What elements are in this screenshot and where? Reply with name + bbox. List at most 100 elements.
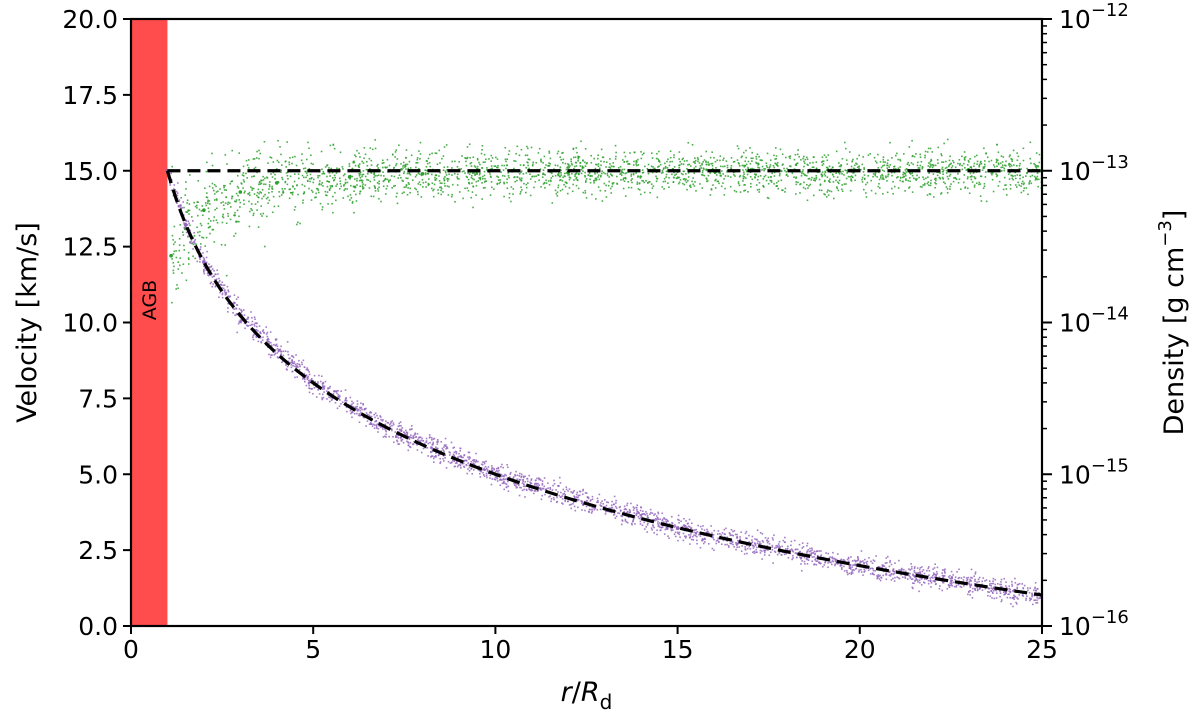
series-0-cloud-point bbox=[456, 173, 459, 176]
series-1-cloud-point bbox=[860, 550, 863, 552]
series-0-cloud-point bbox=[942, 161, 945, 164]
series-0-cloud-point bbox=[437, 192, 440, 195]
series-1-cloud-point bbox=[322, 396, 325, 399]
series-1-cloud-point bbox=[913, 571, 916, 574]
series-0-cloud-point bbox=[542, 183, 545, 185]
series-1-cloud-point bbox=[736, 542, 739, 545]
series-1-cloud-point bbox=[354, 409, 357, 412]
series-0-cloud-point bbox=[855, 162, 857, 165]
series-0-cloud-point bbox=[694, 157, 696, 159]
series-1-cloud-point bbox=[930, 582, 933, 584]
series-0-cloud-point bbox=[401, 192, 404, 195]
series-1-cloud-point bbox=[987, 587, 990, 590]
series-0-cloud-point bbox=[221, 221, 224, 224]
series-0-cloud-point bbox=[611, 185, 613, 188]
series-0-cloud-point bbox=[936, 159, 939, 161]
series-1-cloud-point bbox=[707, 532, 710, 534]
series-0-cloud-point bbox=[828, 180, 830, 183]
series-0-cloud-point bbox=[524, 154, 527, 157]
series-0-cloud-point bbox=[913, 155, 916, 158]
series-1-cloud-point bbox=[420, 451, 423, 454]
series-1-cloud-point bbox=[593, 507, 595, 509]
series-1-cloud-point bbox=[1031, 592, 1033, 595]
series-1-cloud-point bbox=[504, 478, 507, 481]
series-1-cloud-point bbox=[318, 393, 321, 395]
series-0-cloud-point bbox=[899, 176, 902, 179]
series-0-cloud-point bbox=[289, 156, 291, 159]
series-0-cloud-point bbox=[315, 196, 317, 199]
series-1-cloud-point bbox=[412, 443, 415, 445]
series-1-cloud-point bbox=[576, 499, 579, 502]
series-0-cloud-point bbox=[995, 161, 998, 164]
series-1-cloud-point bbox=[276, 352, 278, 354]
series-0-cloud-point bbox=[965, 169, 968, 171]
series-0-cloud-point bbox=[842, 170, 844, 173]
series-0-cloud-point bbox=[426, 160, 428, 162]
series-1-cloud-point bbox=[507, 466, 509, 469]
series-1-cloud-point bbox=[529, 488, 531, 491]
series-0-cloud-point bbox=[878, 182, 880, 185]
series-0-cloud-point bbox=[578, 173, 580, 176]
series-0-cloud-point bbox=[256, 191, 259, 194]
series-0-cloud-point bbox=[398, 174, 401, 177]
series-0-cloud-point bbox=[478, 173, 481, 176]
series-1-cloud-point bbox=[548, 496, 550, 498]
series-1-cloud-point bbox=[345, 406, 348, 409]
series-0-cloud-point bbox=[941, 161, 943, 163]
series-0-cloud-point bbox=[911, 155, 914, 158]
series-1-cloud-point bbox=[429, 441, 431, 444]
series-0-cloud-point bbox=[664, 180, 667, 183]
series-1-cloud-point bbox=[398, 443, 401, 445]
series-0-cloud-point bbox=[917, 167, 920, 169]
series-1-cloud-point bbox=[260, 332, 262, 335]
series-0-cloud-point bbox=[594, 177, 597, 180]
series-0-cloud-point bbox=[233, 200, 236, 203]
series-1-cloud-point bbox=[929, 577, 932, 579]
series-0-cloud-point bbox=[284, 181, 287, 184]
series-0-cloud-point bbox=[739, 191, 742, 193]
series-1-cloud-point bbox=[541, 487, 544, 490]
series-0-cloud-point bbox=[507, 174, 510, 177]
series-1-cloud-point bbox=[287, 350, 289, 353]
series-1-cloud-point bbox=[292, 356, 295, 359]
series-0-cloud-point bbox=[766, 196, 769, 199]
series-1-cloud-point bbox=[731, 541, 734, 544]
series-1-cloud-point bbox=[655, 515, 658, 517]
series-0-cloud-point bbox=[600, 172, 603, 175]
series-0-cloud-point bbox=[474, 174, 476, 176]
series-0-cloud-point bbox=[276, 182, 279, 184]
series-0-cloud-point bbox=[851, 160, 854, 163]
series-1-cloud-point bbox=[496, 476, 498, 479]
series-1-cloud-point bbox=[211, 268, 214, 270]
series-0-cloud-point bbox=[607, 184, 610, 187]
series-1-cloud-point bbox=[996, 592, 998, 594]
series-0-cloud-point bbox=[924, 156, 926, 159]
series-0-cloud-point bbox=[400, 168, 402, 170]
series-1-cloud-point bbox=[239, 321, 241, 324]
series-1-cloud-point bbox=[1000, 586, 1002, 588]
series-0-cloud-point bbox=[310, 199, 313, 201]
series-1-cloud-point bbox=[385, 430, 388, 433]
series-1-cloud-point bbox=[276, 356, 279, 358]
series-1-cloud-point bbox=[321, 385, 324, 387]
series-1-cloud-point bbox=[854, 560, 857, 563]
series-0-cloud-point bbox=[903, 172, 906, 175]
series-1-cloud-point bbox=[435, 456, 437, 458]
series-0-cloud-point bbox=[186, 211, 189, 214]
series-1-cloud-point bbox=[534, 479, 537, 482]
series-1-cloud-point bbox=[236, 331, 239, 334]
series-1-cloud-point bbox=[976, 589, 979, 592]
series-1-cloud-point bbox=[927, 567, 930, 570]
series-0-cloud-point bbox=[723, 178, 725, 180]
series-0-cloud-point bbox=[622, 172, 625, 174]
series-0-cloud-point bbox=[264, 193, 266, 196]
series-1-cloud-point bbox=[322, 382, 325, 385]
series-0-cloud-point bbox=[836, 187, 839, 190]
series-1-cloud-point bbox=[794, 548, 797, 551]
series-1-cloud-point bbox=[815, 560, 818, 562]
series-1-cloud-point bbox=[992, 592, 994, 594]
series-0-cloud-point bbox=[784, 187, 787, 190]
series-0-cloud-point bbox=[351, 200, 354, 203]
series-0-cloud-point bbox=[909, 172, 911, 174]
series-1-cloud-point bbox=[735, 543, 738, 546]
